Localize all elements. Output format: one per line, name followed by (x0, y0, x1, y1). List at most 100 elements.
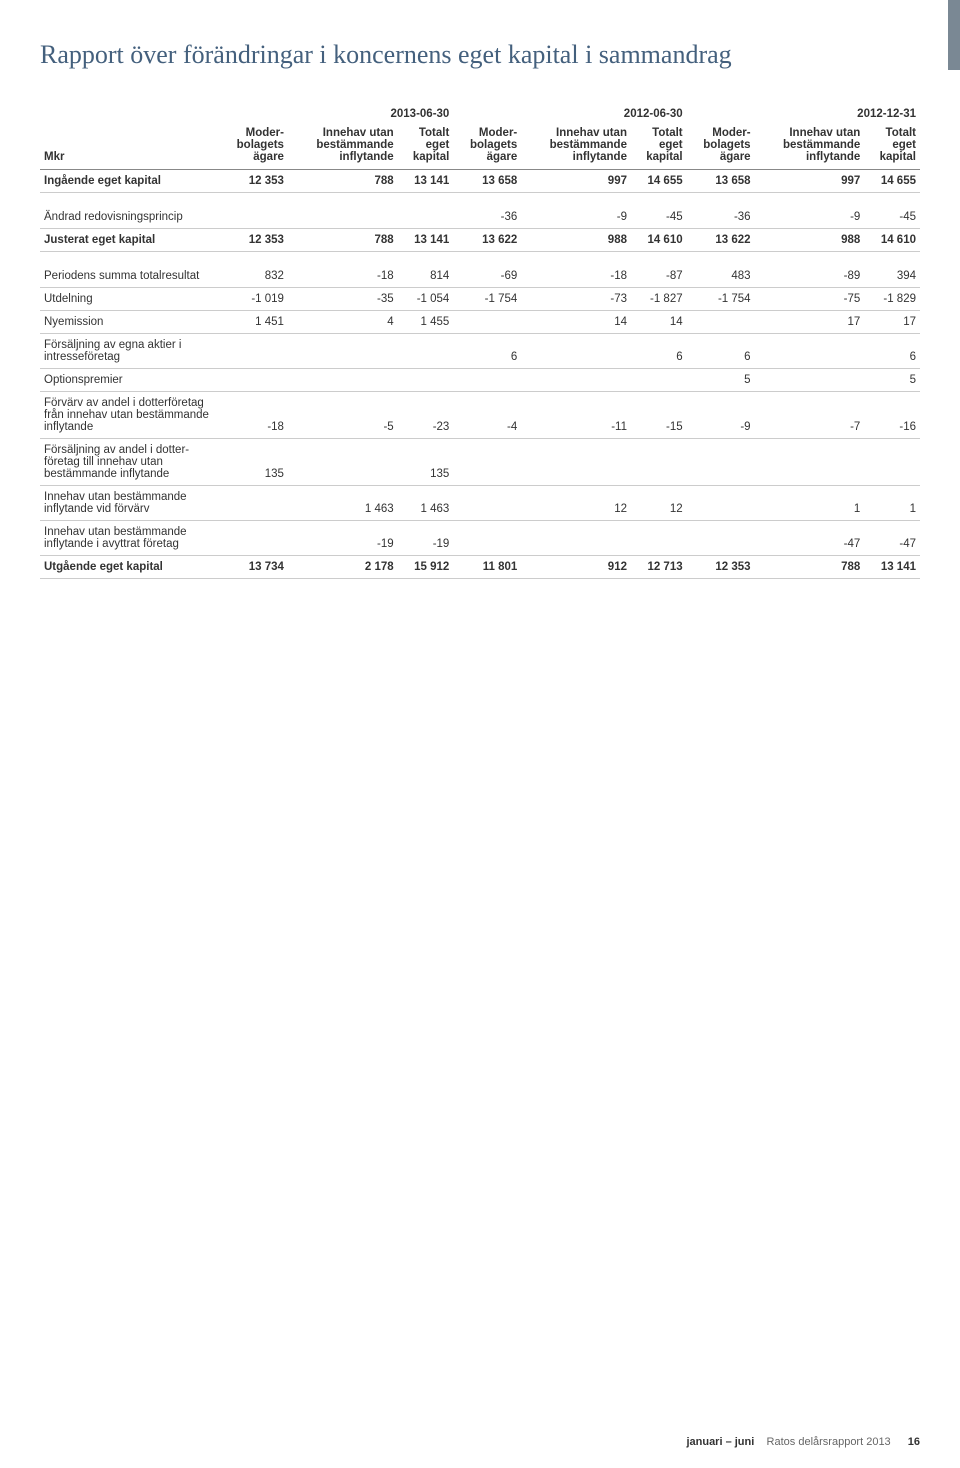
cell: 6 (687, 334, 755, 369)
cell (220, 486, 288, 521)
cell: 13 734 (220, 556, 288, 579)
table-row: Innehav utan bestämmande inflytande vid … (40, 486, 920, 521)
cell: 5 (864, 369, 920, 392)
cell (631, 369, 687, 392)
cell: 788 (288, 170, 398, 193)
row-label: Periodens summa total­resultat (40, 252, 220, 288)
row-label: Utgående eget kapital (40, 556, 220, 579)
cell: 4 (288, 311, 398, 334)
cell: -18 (220, 392, 288, 439)
cell: -11 (521, 392, 631, 439)
cell: -73 (521, 288, 631, 311)
cell (687, 521, 755, 556)
cell (220, 193, 288, 229)
cell: -1 754 (453, 288, 521, 311)
row-label: Utdelning (40, 288, 220, 311)
row-label: Förvärv av andel i dotter­företag från i… (40, 392, 220, 439)
table-row: Förvärv av andel i dotter­företag från i… (40, 392, 920, 439)
cell: 135 (220, 439, 288, 486)
cell (755, 439, 865, 486)
cell: -69 (453, 252, 521, 288)
row-label: Innehav utan bestämmande inflytande vid … (40, 486, 220, 521)
cell: 12 (631, 486, 687, 521)
col-1b: Innehav utan bestämmande inflytande (288, 122, 398, 170)
cell: -23 (398, 392, 454, 439)
cell (220, 369, 288, 392)
footer-period: januari – juni (686, 1436, 754, 1448)
table-row: Ingående eget kapital12 35378813 14113 6… (40, 170, 920, 193)
cell: 814 (398, 252, 454, 288)
cell (687, 486, 755, 521)
cell (288, 439, 398, 486)
col-1c: Totalt eget kapital (398, 122, 454, 170)
subheader-row: Mkr Moder­bolagets ägare Innehav utan be… (40, 122, 920, 170)
unit-label: Mkr (40, 122, 220, 170)
cell: 13 658 (453, 170, 521, 193)
cell: -35 (288, 288, 398, 311)
page-title: Rapport över förändringar i koncernens e… (40, 40, 920, 70)
col-3c: Totalt eget kapital (864, 122, 920, 170)
cell: -4 (453, 392, 521, 439)
cell: -36 (453, 193, 521, 229)
table-row: Optionspremier55 (40, 369, 920, 392)
cell (398, 334, 454, 369)
cell: -47 (864, 521, 920, 556)
cell: -1 829 (864, 288, 920, 311)
cell: 832 (220, 252, 288, 288)
cell (288, 193, 398, 229)
cell (453, 439, 521, 486)
cell: 1 463 (398, 486, 454, 521)
cell: 1 (864, 486, 920, 521)
cell: 483 (687, 252, 755, 288)
cell (521, 439, 631, 486)
cell (687, 439, 755, 486)
row-label: Ingående eget kapital (40, 170, 220, 193)
cell: -18 (521, 252, 631, 288)
cell: -89 (755, 252, 865, 288)
cell: 6 (631, 334, 687, 369)
col-3a: Moder­bolagets ägare (687, 122, 755, 170)
page-side-accent (948, 0, 960, 70)
row-label: Försäljning av egna aktier i intresseför… (40, 334, 220, 369)
cell: 1 455 (398, 311, 454, 334)
cell (521, 334, 631, 369)
cell: 13 622 (453, 229, 521, 252)
table-header: 2013-06-30 2012-06-30 2012-12-31 Mkr Mod… (40, 100, 920, 170)
cell: -7 (755, 392, 865, 439)
cell: -47 (755, 521, 865, 556)
cell: -1 019 (220, 288, 288, 311)
table-row: Utgående eget kapital13 7342 17815 91211… (40, 556, 920, 579)
cell: -1 827 (631, 288, 687, 311)
cell: 912 (521, 556, 631, 579)
cell: -9 (521, 193, 631, 229)
cell (453, 311, 521, 334)
cell (864, 439, 920, 486)
cell: 13 141 (864, 556, 920, 579)
cell: 1 (755, 486, 865, 521)
cell: -45 (864, 193, 920, 229)
cell: 2 178 (288, 556, 398, 579)
cell: -36 (687, 193, 755, 229)
cell: -19 (398, 521, 454, 556)
footer-doc: Ratos delårsrapport 2013 (767, 1436, 891, 1448)
cell: 15 912 (398, 556, 454, 579)
cell: 988 (521, 229, 631, 252)
cell: 788 (755, 556, 865, 579)
cell: 1 451 (220, 311, 288, 334)
cell: -1 054 (398, 288, 454, 311)
col-3b: Innehav utan bestämmande inflytande (755, 122, 865, 170)
period-header-row: 2013-06-30 2012-06-30 2012-12-31 (40, 100, 920, 122)
period-2: 2012-06-30 (453, 100, 686, 122)
cell (755, 369, 865, 392)
cell: -87 (631, 252, 687, 288)
row-label: Nyemission (40, 311, 220, 334)
col-2a: Moder­bolagets ägare (453, 122, 521, 170)
cell: 6 (453, 334, 521, 369)
cell: 997 (755, 170, 865, 193)
cell: 13 658 (687, 170, 755, 193)
table-row: Periodens summa total­resultat832-18814-… (40, 252, 920, 288)
cell (521, 521, 631, 556)
cell: -19 (288, 521, 398, 556)
cell (453, 369, 521, 392)
table-row: Utdelning-1 019-35-1 054-1 754-73-1 827 -… (40, 288, 920, 311)
